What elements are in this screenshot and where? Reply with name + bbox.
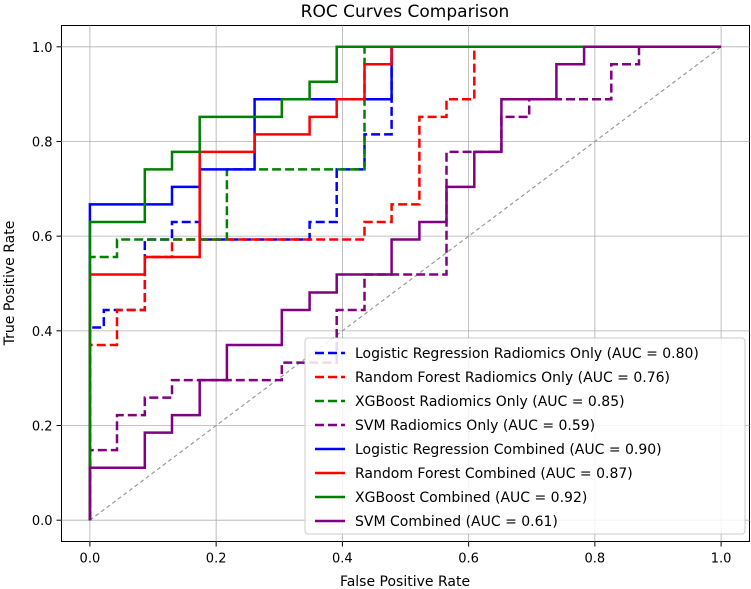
- legend-label: SVM Radiomics Only (AUC = 0.59): [355, 418, 595, 434]
- legend-label: Logistic Regression Radiomics Only (AUC …: [355, 346, 699, 362]
- y-tick-label: 0.0: [32, 514, 53, 529]
- x-tick-label: 0.6: [458, 552, 479, 567]
- roc-series-2: [88, 46, 366, 521]
- y-tick-label: 1.0: [32, 41, 53, 56]
- legend-label: SVM Combined (AUC = 0.61): [355, 514, 558, 530]
- y-tick-label: 0.2: [32, 420, 53, 435]
- plot-area: [88, 45, 722, 521]
- y-axis-label: True Positive Rate: [2, 221, 18, 347]
- roc-series-6: [88, 45, 722, 521]
- x-tick-label: 0.8: [585, 552, 606, 567]
- legend: Logistic Regression Radiomics Only (AUC …: [304, 337, 746, 535]
- y-tick-label: 0.8: [32, 135, 53, 150]
- roc-series-5: [88, 46, 393, 521]
- x-axis-label: False Positive Rate: [340, 574, 470, 589]
- x-tick-label: 1.0: [711, 552, 732, 567]
- roc-series-3: [88, 45, 722, 521]
- legend-label: XGBoost Radiomics Only (AUC = 0.85): [355, 394, 625, 410]
- axis-ticks: 0.0 0.2 0.4 0.6 0.8 1.0 0.0 0.2 0.4 0.6 0.8 1.0: [32, 41, 732, 567]
- legend-label: Logistic Regression Combined (AUC = 0.90…: [355, 442, 662, 458]
- y-tick-label: 0.6: [32, 230, 53, 245]
- x-tick-label: 0.2: [206, 552, 227, 567]
- chart-title: ROC Curves Comparison: [301, 2, 510, 22]
- roc-series-7: [88, 45, 722, 521]
- x-tick-label: 0.0: [80, 552, 101, 567]
- x-tick-label: 0.4: [332, 552, 353, 567]
- legend-box: [304, 337, 746, 535]
- y-tick-label: 0.4: [32, 325, 53, 340]
- chance-diagonal-line: [89, 46, 722, 521]
- legend-label: Random Forest Combined (AUC = 0.87): [355, 466, 633, 482]
- legend-label: XGBoost Combined (AUC = 0.92): [355, 490, 587, 506]
- legend-label: Random Forest Radiomics Only (AUC = 0.76…: [355, 370, 670, 386]
- plot-frame: [61, 25, 750, 542]
- roc-series-1: [88, 45, 722, 521]
